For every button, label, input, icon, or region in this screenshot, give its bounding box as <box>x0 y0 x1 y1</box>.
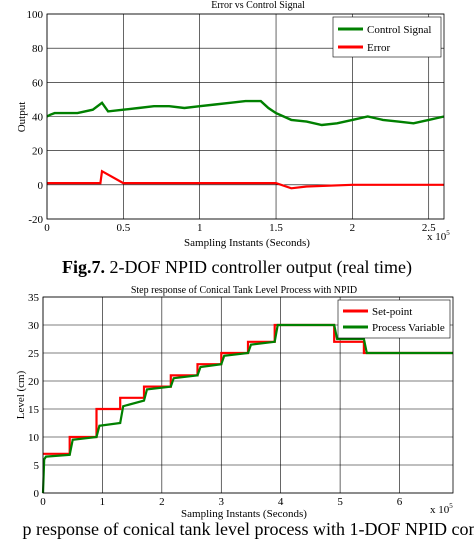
chart2-x-tick-label: 0 <box>40 496 46 508</box>
chart2-y-ticks: 0 5 10 15 20 25 30 35 <box>28 292 40 500</box>
chart2-series-process-variable <box>41 323 453 494</box>
chart2-legend: Set-point Process Variable <box>337 299 451 339</box>
chart2-x-multiplier: x 105 <box>430 502 453 516</box>
chart2-x-tick-label: 4 <box>278 496 284 508</box>
chart1-legend-control-label: Control Signal <box>367 24 431 36</box>
chart1-y-ticks: -20 0 20 40 60 80 100 <box>27 9 44 226</box>
chart1-y-tick-label: -20 <box>28 214 43 226</box>
chart2-series <box>41 323 453 494</box>
chart2-legend-setpoint-label: Set-point <box>372 306 412 318</box>
chart1-y-label: Output <box>16 102 28 133</box>
figure7-caption: Fig.7. 2-DOF NPID controller output (rea… <box>0 257 474 278</box>
chart2-x-tick-label: 6 <box>397 496 403 508</box>
chart1-legend-error-label: Error <box>367 42 391 54</box>
chart2-x-tick-label: 1 <box>100 496 106 508</box>
chart1-series-error <box>47 169 444 190</box>
chart-error-vs-control: Error vs Control Signal 0 0.5 1 1.5 2 2.5 -20… <box>0 0 474 255</box>
chart1-x-label: Sampling Instants (Seconds) <box>184 237 310 249</box>
chart2-x-tick-label: 2 <box>159 496 165 508</box>
chart1-x-tick-label: 0 <box>44 222 50 234</box>
chart2-y-tick-label: 30 <box>28 320 40 332</box>
chart2-y-tick-label: 10 <box>28 432 40 444</box>
chart2-x-tick-label: 5 <box>337 496 343 508</box>
chart1-series <box>46 99 445 190</box>
figure7-label: Fig.7. <box>62 257 106 277</box>
chart2-x-label: Sampling Instants (Seconds) <box>181 508 307 520</box>
chart2-y-tick-label: 35 <box>28 292 40 304</box>
figure8-caption: p response of conical tank level process… <box>0 519 474 540</box>
chart1-x-ticks: 0 0.5 1 1.5 2 2.5 <box>44 222 436 234</box>
chart1-x-tick-label: 2.5 <box>422 222 436 234</box>
chart2-y-label: Level (cm) <box>15 370 27 419</box>
chart2-title: Step response of Conical Tank Level Proc… <box>131 285 357 296</box>
chart1-x-tick-label: 0.5 <box>116 222 130 234</box>
chart1-x-tick-label: 2 <box>350 222 356 234</box>
chart2-legend-pv-label: Process Variable <box>372 322 445 334</box>
chart2-y-tick-label: 0 <box>34 488 40 500</box>
chart2-y-tick-label: 5 <box>34 460 40 472</box>
chart1-x-multiplier: x 105 <box>427 229 450 243</box>
chart2-series-set-point <box>43 323 453 455</box>
chart1-legend: Control Signal Error <box>332 16 442 58</box>
chart1-series-control-signal <box>46 99 445 127</box>
chart2-plot-frame <box>42 296 454 494</box>
chart1-x-tick-label: 1 <box>197 222 203 234</box>
chart1-x-tick-label: 1.5 <box>269 222 283 234</box>
chart2-x-ticks: 0 1 2 3 4 5 6 <box>40 496 403 508</box>
chart2-y-tick-label: 20 <box>28 376 40 388</box>
chart1-title: Error vs Control Signal <box>211 0 305 11</box>
chart2-y-tick-label: 15 <box>28 404 40 416</box>
chart1-y-tick-label: 60 <box>32 77 44 89</box>
chart1-y-tick-label: 40 <box>32 112 44 124</box>
chart1-y-tick-label: 20 <box>32 146 44 158</box>
figure7-text: 2-DOF NPID controller output (real time) <box>105 257 412 277</box>
chart1-y-tick-label: 100 <box>27 9 44 21</box>
chart1-plot-frame <box>46 13 445 220</box>
chart1-y-tick-label: 80 <box>32 43 44 55</box>
chart1-y-tick-label: 0 <box>38 180 44 192</box>
chart2-x-tick-label: 3 <box>219 496 225 508</box>
chart2-y-tick-label: 25 <box>28 348 40 360</box>
chart-step-response: Step response of Conical Tank Level Proc… <box>15 285 454 520</box>
figure8-text: p response of conical tank level process… <box>22 519 474 539</box>
